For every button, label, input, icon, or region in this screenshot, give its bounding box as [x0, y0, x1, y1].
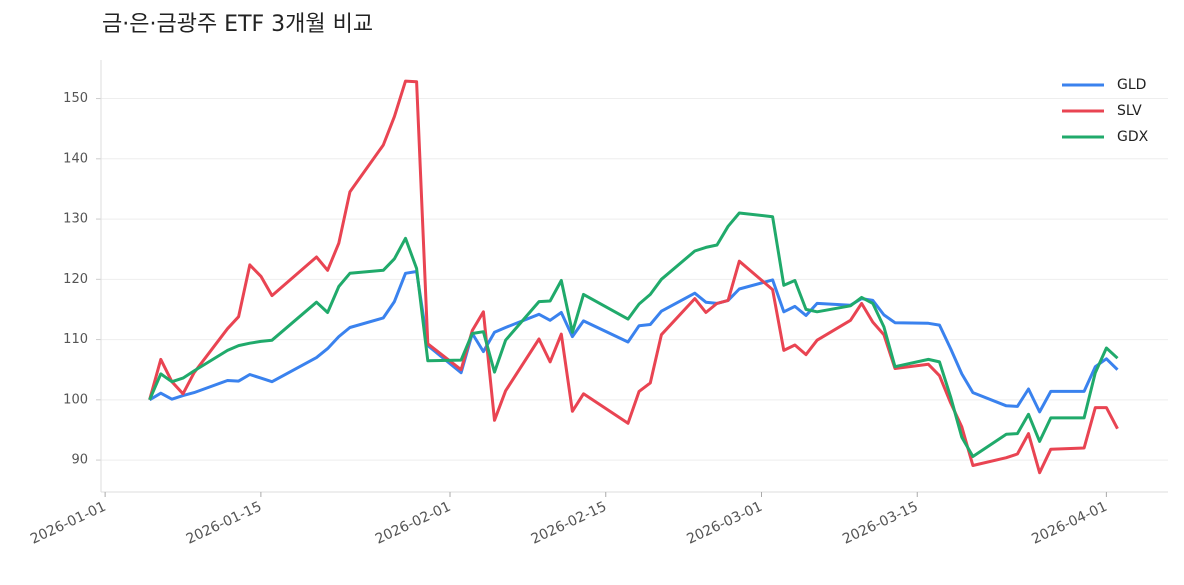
line — [148, 270, 1119, 414]
y-tick-label: 100 — [63, 392, 88, 407]
x-tick-label: 2026-04-01 — [1029, 499, 1110, 548]
line — [148, 79, 1119, 475]
line — [148, 211, 1119, 458]
x-tick-label: 2026-03-15 — [840, 499, 921, 548]
y-tick-label: 150 — [63, 91, 88, 106]
y-tick-label: 130 — [63, 212, 88, 227]
y-tick-label: 90 — [71, 453, 88, 468]
y-tick-label: 110 — [63, 332, 88, 347]
x-tick-label: 2026-01-15 — [184, 499, 265, 548]
y-tick-label: 140 — [63, 151, 88, 166]
x-tick-label: 2026-02-01 — [373, 499, 454, 548]
y-tick-label: 120 — [63, 272, 88, 287]
legend-label: GDX — [1117, 129, 1149, 145]
x-tick-label: 2026-01-01 — [28, 499, 109, 548]
x-tick-label: 2026-03-01 — [684, 499, 765, 548]
legend-label: SLV — [1117, 103, 1142, 119]
chart-title: 금·은·금광주 ETF 3개월 비교 — [102, 12, 373, 37]
legend-label: GLD — [1117, 77, 1146, 93]
x-tick-label: 2026-02-15 — [529, 499, 610, 548]
